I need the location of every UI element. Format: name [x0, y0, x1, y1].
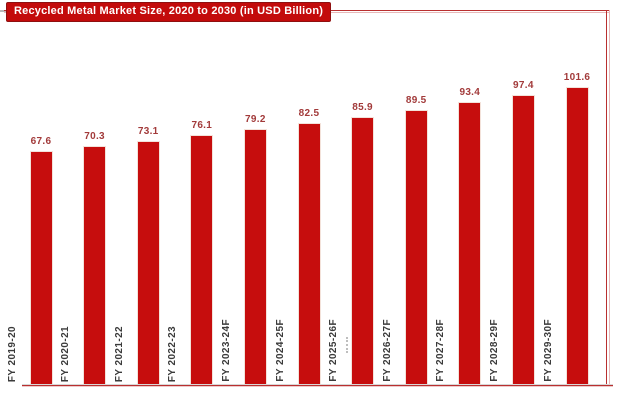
chart-title: Recycled Metal Market Size, 2020 to 2030… — [6, 2, 332, 22]
category-label: FY 2028-29F — [488, 319, 500, 382]
bar-value-label: 82.5 — [298, 108, 320, 119]
bar-value-label: 89.5 — [405, 95, 427, 106]
category-label: FY 2021-22 — [113, 325, 125, 382]
bar — [136, 141, 160, 384]
bar-value-label: 97.4 — [513, 80, 534, 91]
bar — [243, 129, 267, 384]
category-label: FY 2020-21 — [60, 325, 72, 382]
category-label: FY 2029-30F — [542, 319, 554, 382]
category-label: FY 2025-26F — [328, 319, 340, 382]
category-label: FY 2027-28F — [435, 319, 447, 382]
title-connector-line — [0, 10, 6, 12]
bar-value-label: 101.6 — [563, 72, 591, 83]
bar-value-label: 70.3 — [84, 131, 105, 142]
x-axis-line — [22, 384, 613, 387]
bar-value-label: 76.1 — [191, 120, 213, 131]
bar — [297, 123, 321, 384]
bar-value-label: 85.9 — [352, 102, 373, 113]
bar-value-label: 79.2 — [245, 114, 266, 125]
bar — [190, 135, 214, 384]
bar — [404, 110, 428, 384]
category-label: FY 2026-27F — [381, 319, 393, 382]
bar — [83, 146, 107, 384]
dotted-mark — [346, 337, 348, 353]
bar — [351, 117, 375, 384]
category-label: FY 2019-20 — [6, 325, 18, 382]
bar — [511, 95, 535, 384]
bar — [29, 151, 53, 384]
bar — [565, 87, 589, 384]
bar-value-label: 73.1 — [137, 126, 159, 137]
category-label: FY 2024-25F — [274, 319, 286, 382]
bar — [458, 102, 482, 384]
category-label: FY 2023-24F — [220, 319, 232, 382]
frame-line-right — [606, 10, 607, 387]
bar-value-label: 67.6 — [30, 136, 52, 147]
category-label: FY 2022-23 — [167, 325, 179, 382]
bar-value-label: 93.4 — [459, 87, 481, 98]
